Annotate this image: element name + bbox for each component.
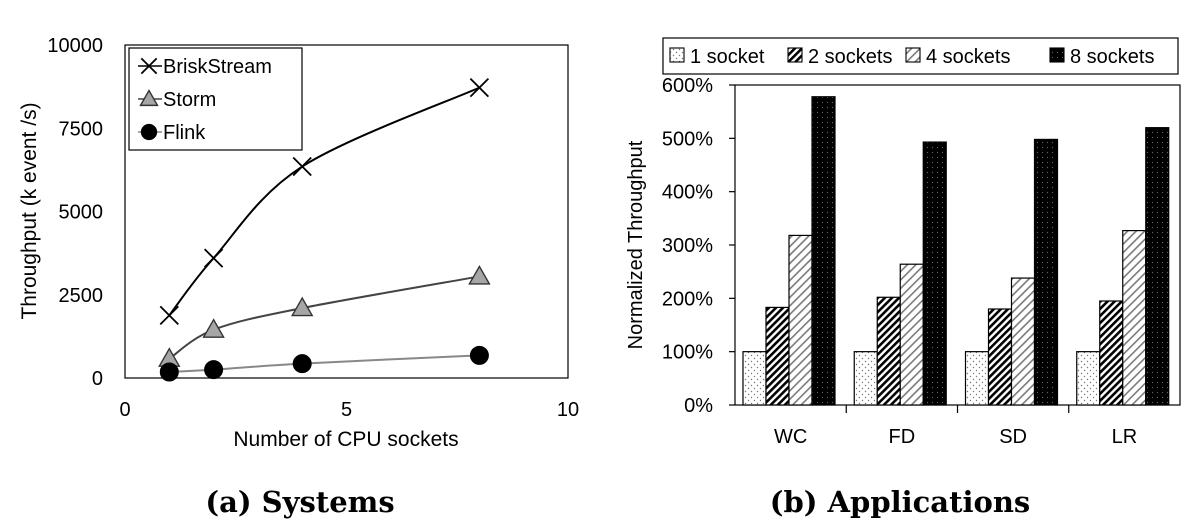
legend-swatch-8-sockets <box>1049 47 1065 63</box>
category-label: FD <box>889 426 916 448</box>
series-line-flink <box>169 354 480 374</box>
bars-b <box>742 96 1170 406</box>
data-point-flink <box>292 354 312 374</box>
legend-label-1-socket: 1 socket <box>690 46 765 68</box>
legend-swatch-1-socket <box>669 47 685 63</box>
data-point-briskstream <box>159 305 179 326</box>
series-lines-a <box>168 86 480 374</box>
bar-fd-8-sockets <box>922 141 947 406</box>
y-tick-labels-b: 0% 100% 200% 300% 400% 500% 600% <box>662 75 735 417</box>
legend-label-2-sockets: 2 sockets <box>808 46 892 68</box>
y-axis-label-a: Throughput (k event /s) <box>18 102 41 319</box>
legend-label-storm: Storm <box>163 89 216 111</box>
category-labels-b: WC FD SD LR <box>774 405 1137 448</box>
bar-fd-4-sockets <box>899 263 924 406</box>
category-label: WC <box>774 426 807 448</box>
y-tick-label: 600% <box>662 75 713 97</box>
x-tick-label: 0 <box>119 399 130 421</box>
bar-sd-8-sockets <box>1033 138 1059 406</box>
legend-marker-flink <box>140 123 158 141</box>
y-tick-label: 100% <box>662 342 713 364</box>
legend-label-flink: Flink <box>163 122 206 144</box>
legend-a: BriskStream Storm Flink <box>128 47 303 151</box>
bar-wc-8-sockets <box>811 96 836 406</box>
data-point-storm <box>290 296 314 317</box>
y-tick-label: 0% <box>684 395 713 417</box>
data-point-briskstream <box>292 156 312 177</box>
caption-a: (a) Systems <box>205 485 394 519</box>
y-tick-label: 0 <box>92 368 103 390</box>
bar-fd-2-sockets <box>876 296 901 406</box>
legend-label-8-sockets: 8 sockets <box>1070 46 1154 68</box>
x-tick-label: 10 <box>557 399 579 421</box>
bar-wc-2-sockets <box>765 306 790 406</box>
category-label: SD <box>999 426 1027 448</box>
legend-label-4-sockets: 4 sockets <box>926 46 1010 68</box>
legend-marker-storm <box>139 89 159 107</box>
bar-lr-4-sockets <box>1122 230 1147 406</box>
data-point-flink <box>204 360 224 380</box>
applications-bar-chart: 1 socket 2 sockets 4 sockets 8 sockets 0% 10… <box>625 37 1181 519</box>
legend-label-briskstream: BriskStream <box>163 56 272 78</box>
bar-fd-1-socket <box>853 351 878 406</box>
y-tick-label: 5000 <box>59 202 104 224</box>
y-tick-label: 7500 <box>59 118 104 140</box>
bar-sd-4-sockets <box>1010 277 1036 406</box>
data-point-storm <box>202 318 225 338</box>
y-tick-label: 300% <box>662 235 713 257</box>
legend-marker-briskstream <box>140 57 158 75</box>
data-point-briskstream <box>469 77 490 98</box>
series-line-storm <box>168 275 480 360</box>
y-tick-label: 10000 <box>47 35 103 57</box>
y-tick-labels-a: 0 2500 5000 7500 10000 <box>47 35 103 390</box>
legend-swatch-2-sockets <box>787 47 803 63</box>
x-tick-labels-a: 0 5 10 <box>119 399 579 421</box>
y-axis-label-b: Normalized Throughput <box>625 140 647 349</box>
systems-line-chart: 0 2500 5000 7500 10000 0 5 10 Number of CPU so… <box>18 35 579 519</box>
bar-wc-1-socket <box>742 351 767 406</box>
bar-wc-4-sockets <box>788 234 813 406</box>
plot-area-a <box>124 44 569 379</box>
category-label: LR <box>1112 426 1138 448</box>
bar-sd-1-socket <box>964 351 990 406</box>
bar-lr-2-sockets <box>1099 300 1124 406</box>
bar-sd-2-sockets <box>987 308 1013 406</box>
data-point-storm <box>468 265 491 285</box>
series-line-briskstream <box>168 86 480 317</box>
y-tick-label: 200% <box>662 288 713 310</box>
data-point-flink <box>469 345 489 365</box>
x-axis-label-a: Number of CPU sockets <box>233 428 458 451</box>
caption-b: (b) Applications <box>770 485 1031 519</box>
series-markers-a <box>158 77 491 382</box>
bar-lr-1-socket <box>1076 351 1101 406</box>
legend-swatch-4-sockets <box>905 47 921 63</box>
y-tick-label: 400% <box>662 182 713 204</box>
bar-lr-8-sockets <box>1145 127 1170 406</box>
x-tick-label: 5 <box>341 399 352 421</box>
data-point-flink <box>159 362 179 382</box>
y-tick-label: 2500 <box>59 285 104 307</box>
legend-b: 1 socket 2 sockets 4 sockets 8 sockets <box>662 37 1179 75</box>
y-tick-label: 500% <box>662 128 713 150</box>
data-point-briskstream <box>203 248 224 268</box>
